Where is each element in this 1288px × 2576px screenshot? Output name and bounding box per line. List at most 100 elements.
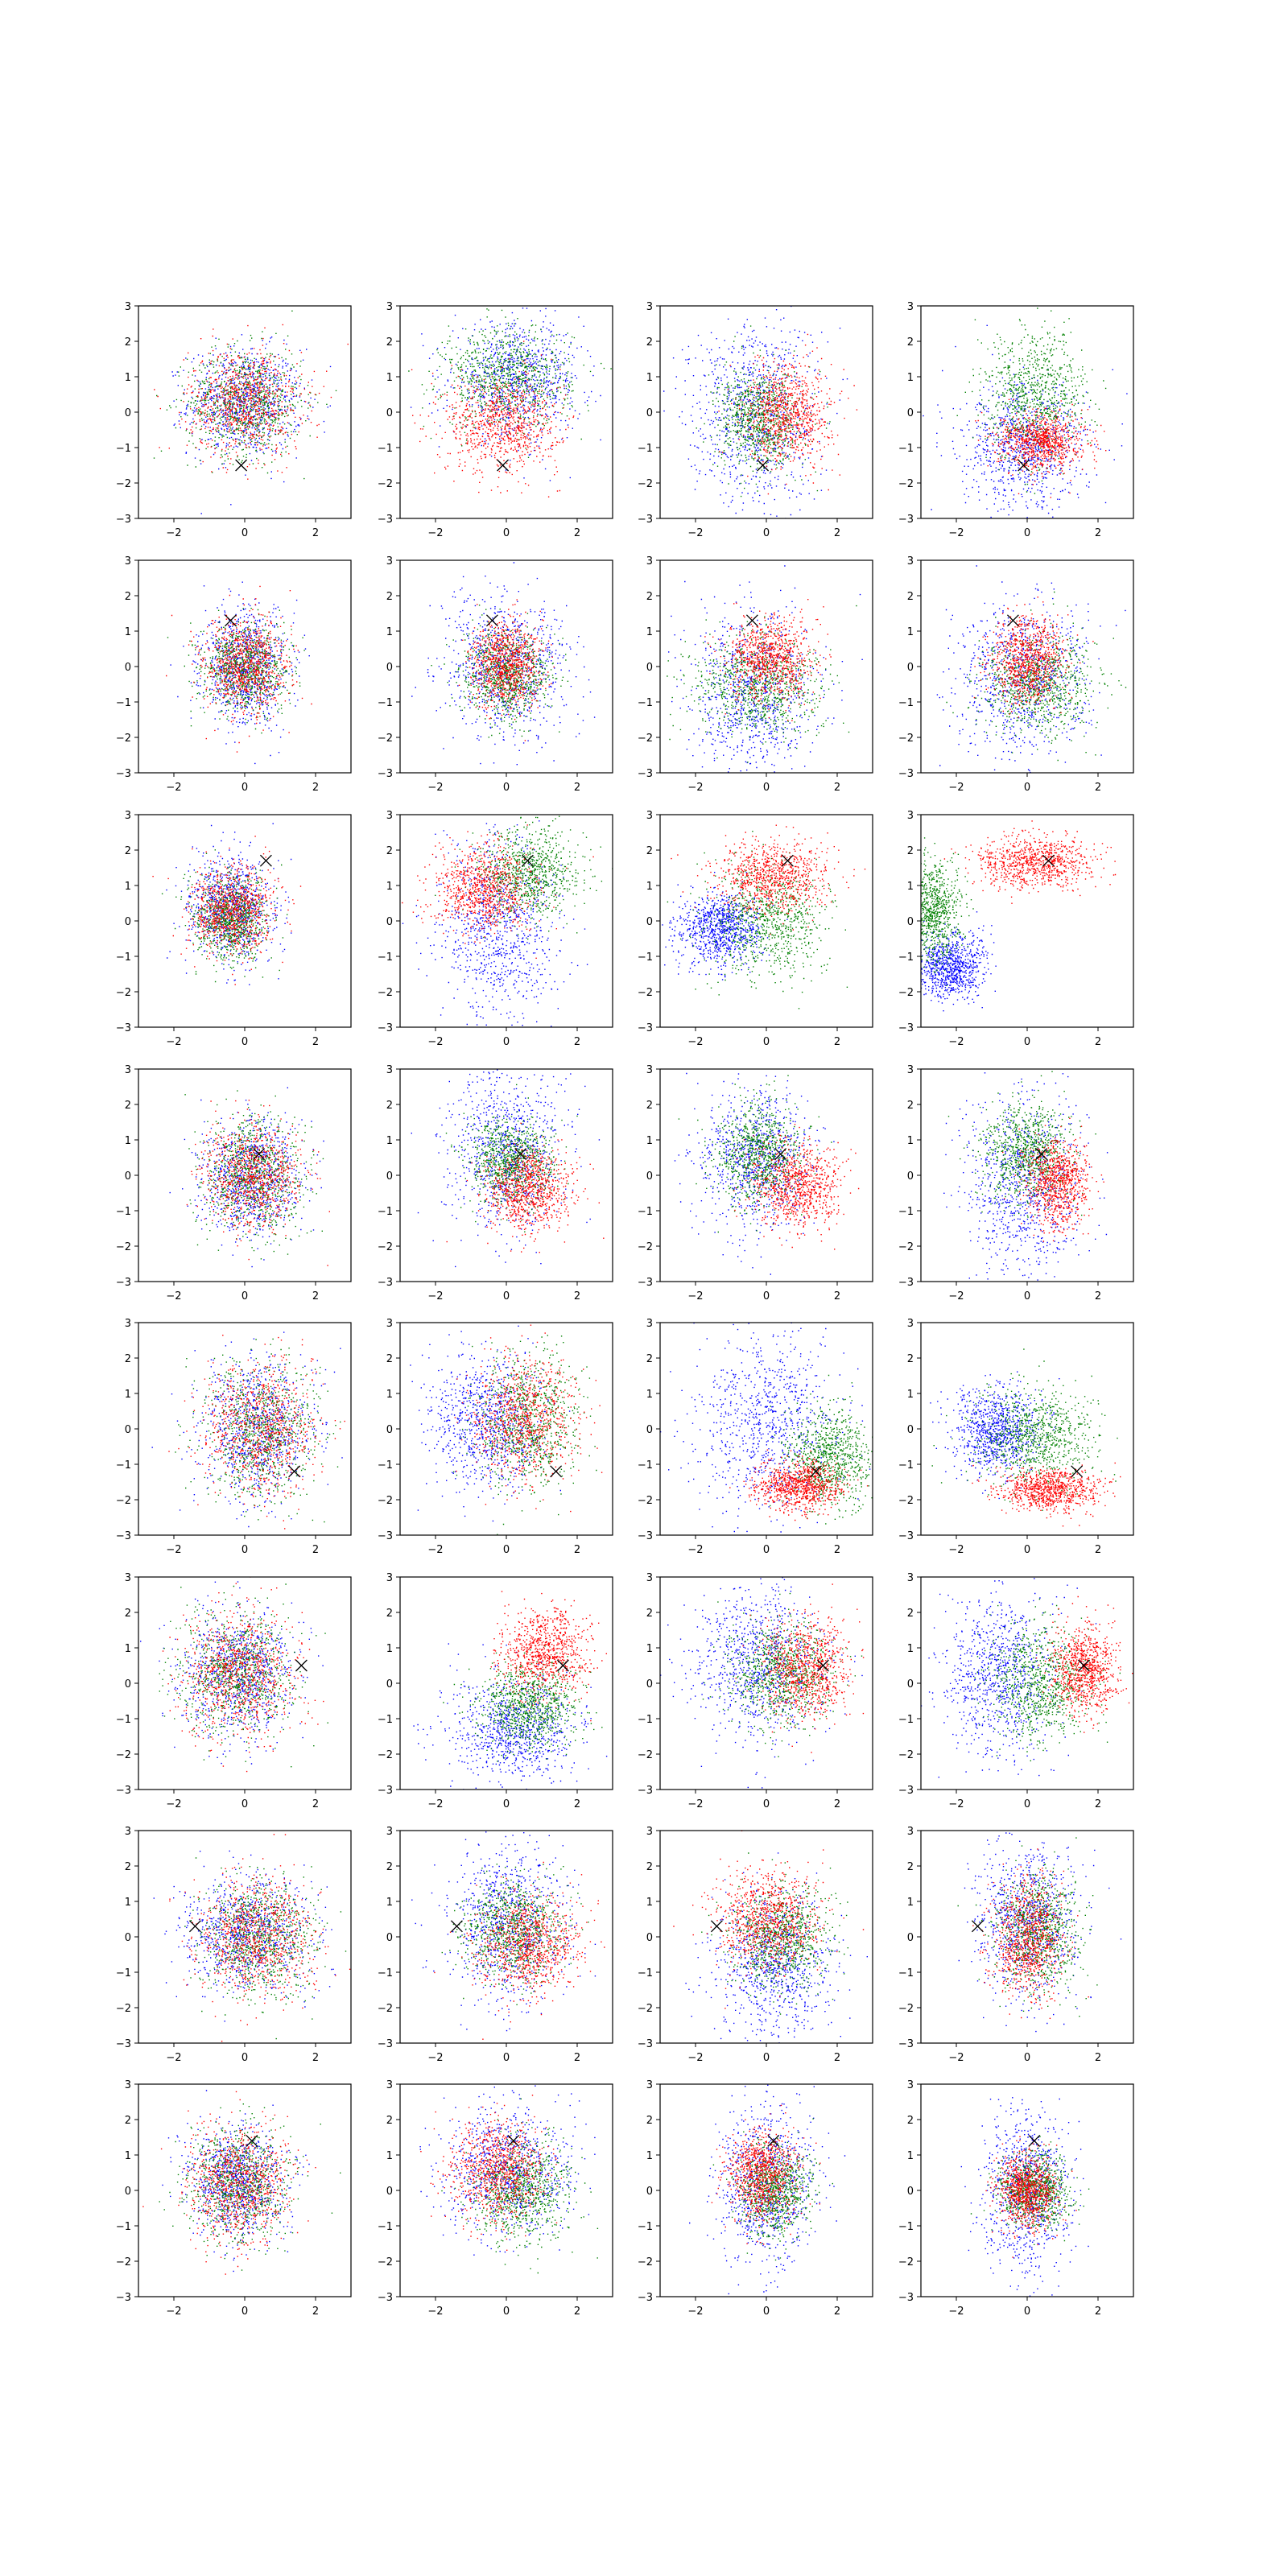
y-tick-label: −3 [116, 1530, 131, 1542]
x-tick-label: 0 [1024, 1798, 1030, 1810]
scatter-points-red [729, 1449, 869, 1521]
y-tick-label: 2 [646, 1608, 653, 1620]
y-tick-label: −1 [378, 2221, 393, 2233]
x-tick-label: 2 [1095, 1544, 1101, 1556]
x-tick-label: −2 [427, 2306, 443, 2318]
scatter-points-blue [663, 306, 848, 518]
y-tick-label: −1 [116, 1714, 131, 1726]
y-tick-label: −3 [638, 514, 653, 526]
y-tick-label: 1 [125, 2150, 131, 2162]
x-tick-label: 2 [574, 1544, 580, 1556]
y-tick-label: 3 [125, 555, 131, 568]
subplot-r6-c3: −2 0 2 −3 −2 −1 0 1 2 3 [638, 1572, 873, 1810]
series-green [184, 1090, 324, 1260]
subplot-r7-c4: −2 0 2 −3 −2 −1 0 1 2 3 [898, 1826, 1134, 2064]
y-tick-label: 2 [125, 1353, 131, 1365]
y-tick-label: 0 [907, 916, 914, 928]
y-tick-label: 3 [386, 1064, 393, 1076]
x-tick-label: 2 [574, 1798, 580, 1810]
points-layer [667, 565, 863, 773]
x-tick-label: 0 [503, 782, 510, 794]
y-tick-label: 3 [907, 1064, 914, 1076]
y-tick-label: 3 [907, 2079, 914, 2091]
y-tick-label: −2 [378, 1495, 393, 1507]
series-green [712, 2118, 833, 2261]
y-tick-label: −1 [898, 2221, 914, 2233]
y-tick-label: 0 [386, 662, 393, 674]
y-tick-label: −1 [898, 1714, 914, 1726]
x-tick-label: 0 [503, 1036, 510, 1048]
x-marker [1077, 1659, 1090, 1672]
y-tick-label: −1 [378, 1967, 393, 1979]
y-tick-label: 3 [386, 810, 393, 822]
y-tick-label: −3 [378, 2038, 393, 2050]
y-tick-label: −1 [378, 1206, 393, 1218]
y-tick-label: 1 [125, 1389, 131, 1401]
y-tick-label: 3 [907, 301, 914, 313]
y-tick-label: 1 [125, 1135, 131, 1147]
y-tick-label: 1 [907, 2150, 914, 2162]
series-red [711, 2104, 821, 2245]
y-tick-label: −2 [638, 478, 653, 490]
scatter-points-red [972, 1459, 1121, 1527]
x-tick-label: −2 [687, 1798, 703, 1810]
scatter-points-red [446, 1122, 605, 1253]
y-tick-label: 2 [386, 1353, 393, 1365]
x-tick-label: 2 [834, 527, 840, 539]
scatter-points-red [735, 1583, 865, 1753]
y-tick-label: −2 [898, 2003, 914, 2015]
x-marker [710, 1920, 723, 1933]
y-tick-label: 3 [386, 555, 393, 568]
y-tick-label: −1 [638, 1459, 653, 1472]
y-tick-label: −2 [378, 987, 393, 999]
scatter-points-green [441, 1864, 589, 2005]
scatter-points-red [1002, 1117, 1104, 1242]
points-layer [169, 1087, 330, 1268]
y-tick-label: −2 [378, 1241, 393, 1253]
scatter-points-red [711, 2104, 821, 2245]
y-tick-label: 1 [907, 626, 914, 638]
y-tick-label: 0 [646, 1170, 653, 1183]
series-red [1002, 1117, 1104, 1242]
y-tick-label: 1 [907, 1389, 914, 1401]
x-tick-label: −2 [427, 1036, 443, 1048]
y-tick-label: 0 [907, 407, 914, 419]
y-tick-label: −2 [116, 1241, 131, 1253]
x-tick-label: 0 [503, 1290, 510, 1302]
x-tick-label: 2 [1095, 2052, 1101, 2064]
y-tick-label: 0 [386, 916, 393, 928]
scatter-points-green [159, 1577, 328, 1768]
y-tick-label: −1 [378, 443, 393, 455]
x-tick-label: −2 [687, 782, 703, 794]
y-tick-label: −1 [898, 1967, 914, 1979]
y-tick-label: −2 [638, 987, 653, 999]
y-tick-label: −2 [638, 1241, 653, 1253]
series-green [970, 2136, 1090, 2245]
scatter-points-red [420, 2095, 562, 2251]
y-tick-label: 3 [386, 1572, 393, 1584]
points-layer [408, 306, 612, 497]
y-tick-label: 0 [386, 1932, 393, 1944]
series-red [454, 1324, 603, 1513]
series-blue [153, 1850, 336, 2022]
y-tick-label: 2 [125, 1100, 131, 1112]
subplot-r4-c2: −2 0 2 −3 −2 −1 0 1 2 3 [378, 1064, 613, 1302]
x-tick-label: 0 [503, 1798, 510, 1810]
scatter-points-red [402, 824, 594, 959]
x-marker [550, 1465, 563, 1478]
scatter-points-green [667, 605, 857, 763]
x-tick-label: 0 [503, 2306, 510, 2318]
y-tick-label: 0 [646, 1932, 653, 1944]
y-tick-label: 3 [646, 2079, 653, 2091]
y-tick-label: 0 [907, 1170, 914, 1183]
y-tick-label: 0 [907, 662, 914, 674]
x-marker [1006, 614, 1019, 627]
series-blue [660, 1323, 873, 1533]
y-tick-label: 3 [907, 1826, 914, 1838]
x-tick-label: 0 [242, 1290, 248, 1302]
y-tick-label: −2 [116, 2256, 131, 2268]
x-tick-label: 0 [242, 1036, 248, 1048]
y-tick-label: 0 [125, 916, 131, 928]
y-tick-label: 3 [907, 1572, 914, 1584]
